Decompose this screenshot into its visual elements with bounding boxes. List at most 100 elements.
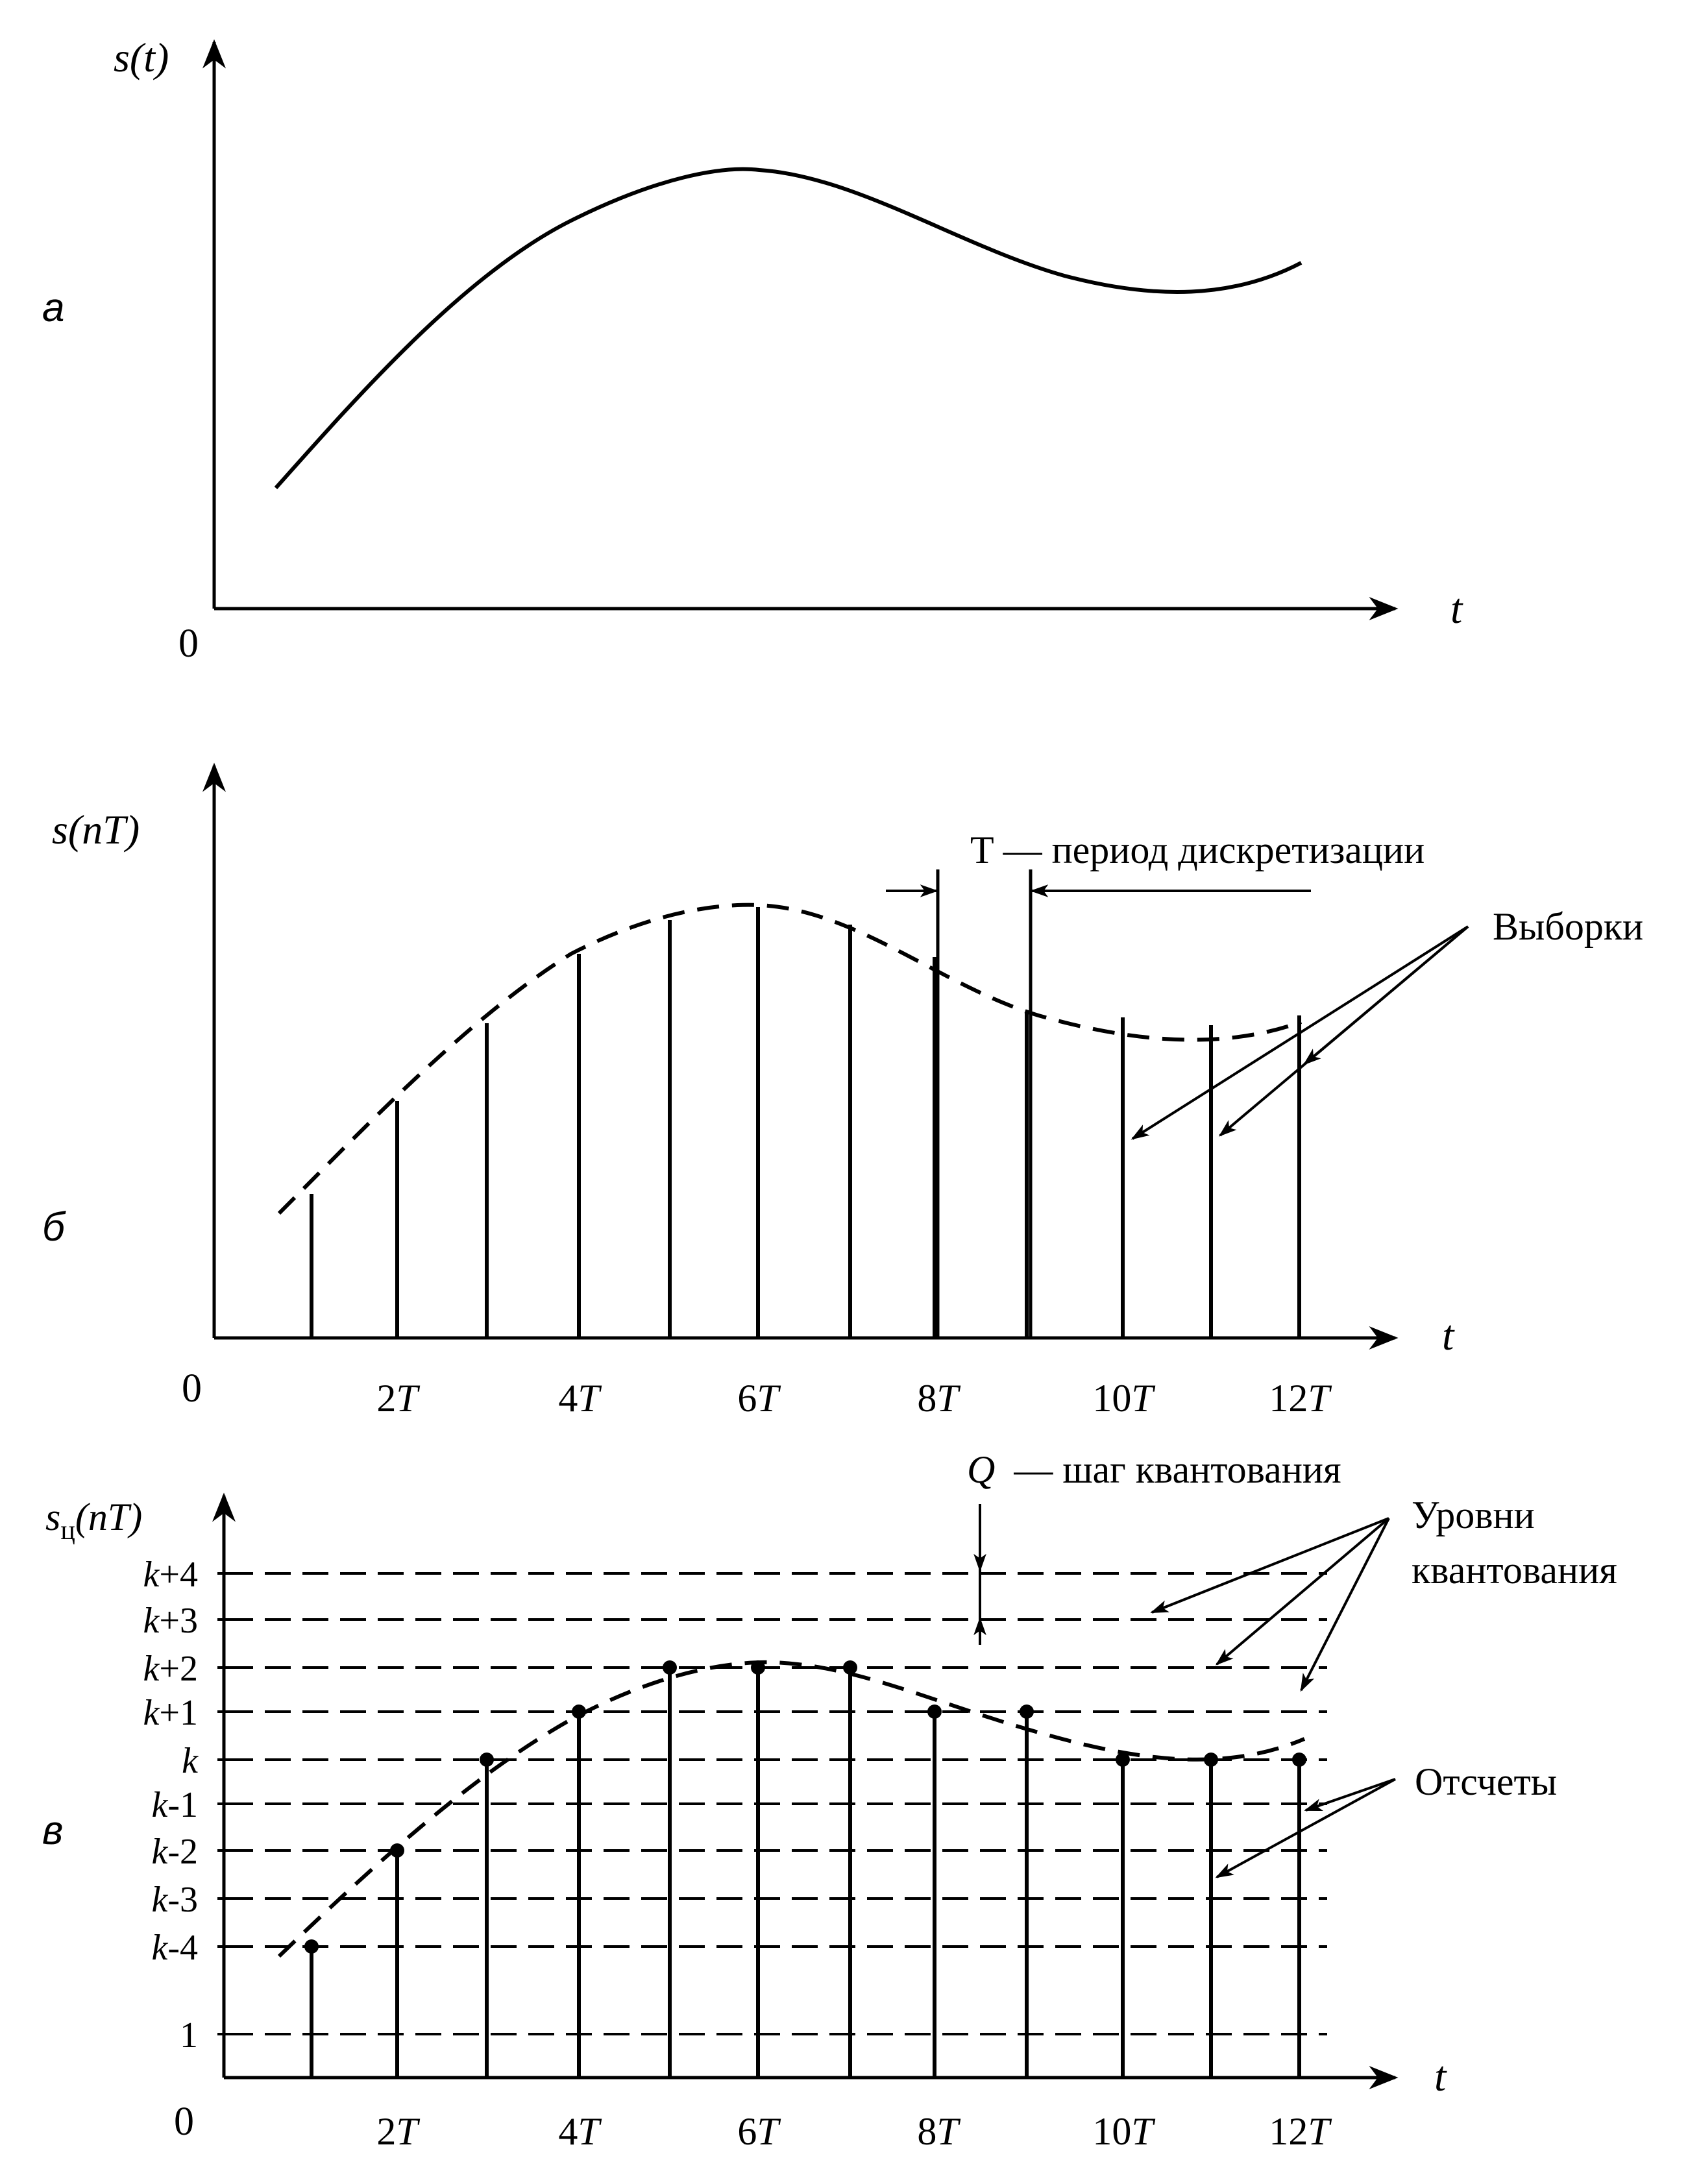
panel-v-tick-10t: 10T <box>1092 2110 1155 2153</box>
levels-arrow-2 <box>1215 1517 1390 1666</box>
step-note: Q — шаг квантования <box>967 1448 1341 1491</box>
level-label: k+2 <box>143 1649 198 1689</box>
tick-number: 8 <box>917 2110 936 2153</box>
panel-v-tick-2t: 2T <box>376 2110 420 2153</box>
levels-note-line1: Уровни <box>1412 1494 1535 1536</box>
level-label: k-3 <box>151 1880 198 1920</box>
panel-b-tick-8t: 8T <box>917 1377 960 1420</box>
tick-number: 2 <box>376 1377 396 1420</box>
level-offset: -4 <box>167 1928 198 1968</box>
panel-a-y-label: s(t) <box>114 34 169 80</box>
level-offset: +4 <box>159 1555 198 1595</box>
level-k: k <box>151 1832 168 1872</box>
tick-number: 8 <box>917 1377 936 1420</box>
level-offset: +1 <box>159 1693 198 1733</box>
level-label: k+3 <box>143 1601 198 1641</box>
tick-period-symbol: T <box>1131 1377 1155 1420</box>
level-k: k <box>151 1785 168 1825</box>
level-offset: -3 <box>167 1880 198 1920</box>
panel-v-tick-labels: 2T 4T 6T 8T 10T 12T <box>376 2110 1332 2153</box>
level-label: k <box>182 1741 199 1781</box>
tick-period-symbol: T <box>1308 2110 1332 2153</box>
tick-number: 12 <box>1269 1377 1308 1420</box>
tick-number: 10 <box>1092 1377 1131 1420</box>
tick-period-symbol: T <box>578 1377 602 1420</box>
level-offset: +3 <box>159 1601 198 1641</box>
tick-number: 4 <box>558 1377 578 1420</box>
level-label: k-1 <box>151 1785 198 1825</box>
panel-b-letter: б <box>42 1205 66 1250</box>
level-k: k <box>143 1555 160 1595</box>
panel-b-tick-10t: 10T <box>1092 1377 1155 1420</box>
level-offset: +2 <box>159 1649 198 1689</box>
count-dot <box>1292 1753 1306 1767</box>
panel-v-envelope-dashed <box>277 1660 1306 1958</box>
period-note: T — период дискретизации <box>970 829 1425 871</box>
panel-b-tick-12t: 12T <box>1269 1377 1332 1420</box>
levels-arrow-1 <box>1150 1517 1389 1614</box>
panel-b-tick-4t: 4T <box>558 1377 602 1420</box>
count-dot <box>843 1660 857 1675</box>
count-dot <box>927 1705 942 1719</box>
panel-v-counts <box>304 1660 1306 2078</box>
panel-a-letter: а <box>42 285 64 330</box>
level-k: k <box>151 1880 168 1920</box>
count-dot <box>390 1843 404 1858</box>
tick-number: 10 <box>1092 2110 1131 2153</box>
panel-b-tick-6t: 6T <box>737 1377 781 1420</box>
step-symbol: Q <box>967 1448 995 1491</box>
level-k: k <box>182 1741 199 1781</box>
tick-period-symbol: T <box>396 1377 420 1420</box>
level-label: 1 <box>180 2015 198 2056</box>
tick-number: 6 <box>737 1377 757 1420</box>
panel-v-x-label: t <box>1434 2053 1447 2100</box>
panel-v-tick-6t: 6T <box>737 2110 781 2153</box>
panel-v-y-label-tail: (nT) <box>75 1496 142 1538</box>
levels-arrow-3 <box>1300 1518 1390 1692</box>
level-k: k <box>151 1928 168 1968</box>
panel-b: 2T 4T 6T 8T 10T 12T T — период дискретизации … <box>42 762 1643 1420</box>
count-dot <box>480 1753 494 1767</box>
counts-arrow-2 <box>1215 1778 1396 1878</box>
tick-period-symbol: T <box>578 2110 602 2153</box>
levels-note-line2: квантования <box>1412 1549 1617 1592</box>
tick-number: 12 <box>1269 2110 1308 2153</box>
panel-v-tick-4t: 4T <box>558 2110 602 2153</box>
panel-v-y-label-sub: ц <box>60 1516 75 1546</box>
level-label: k-2 <box>151 1832 198 1872</box>
count-dot <box>1204 1753 1218 1767</box>
panel-v-origin: 0 <box>174 2100 194 2144</box>
samples-note: Выборки <box>1493 905 1643 948</box>
step-text: — шаг квантования <box>1013 1448 1341 1491</box>
panel-b-tick-labels: 2T 4T 6T 8T 10T 12T <box>376 1377 1332 1420</box>
panel-b-y-label: s(nT) <box>52 807 140 853</box>
count-dot <box>1116 1753 1130 1767</box>
counts-note: Отсчеты <box>1415 1760 1557 1803</box>
counts-arrow-1 <box>1304 1778 1396 1812</box>
tick-period-symbol: T <box>1308 1377 1332 1420</box>
panel-a-origin: 0 <box>178 622 199 666</box>
panel-b-tick-2t: 2T <box>376 1377 420 1420</box>
count-dot <box>572 1705 586 1719</box>
count-dot <box>751 1660 765 1675</box>
level-offset: -2 <box>167 1832 198 1872</box>
samples-arrow-1 <box>1131 925 1469 1140</box>
panel-v-y-label: sц(nT) <box>45 1496 142 1546</box>
count-dot <box>663 1660 677 1675</box>
panel-b-x-label: t <box>1442 1312 1455 1359</box>
panel-a-x-label: t <box>1450 585 1463 633</box>
panel-v-tick-8t: 8T <box>917 2110 960 2153</box>
level-label: k+4 <box>143 1555 198 1595</box>
panel-b-envelope-dashed <box>277 903 1303 1215</box>
tick-number: 4 <box>558 2110 578 2153</box>
panel-v-letter: в <box>42 1808 63 1853</box>
quantization-levels: k+4k+3k+2k+1kk-1k-2k-3k-41 <box>143 1555 1327 2056</box>
panel-v-tick-12t: 12T <box>1269 2110 1332 2153</box>
tick-period-symbol: T <box>936 2110 960 2153</box>
tick-period-symbol: T <box>757 1377 781 1420</box>
count-dot <box>1020 1705 1034 1719</box>
panel-b-samples <box>310 869 1301 1338</box>
panel-v-y-label-main: s <box>45 1496 60 1538</box>
panel-a: s(t) t 0 а <box>42 34 1463 666</box>
